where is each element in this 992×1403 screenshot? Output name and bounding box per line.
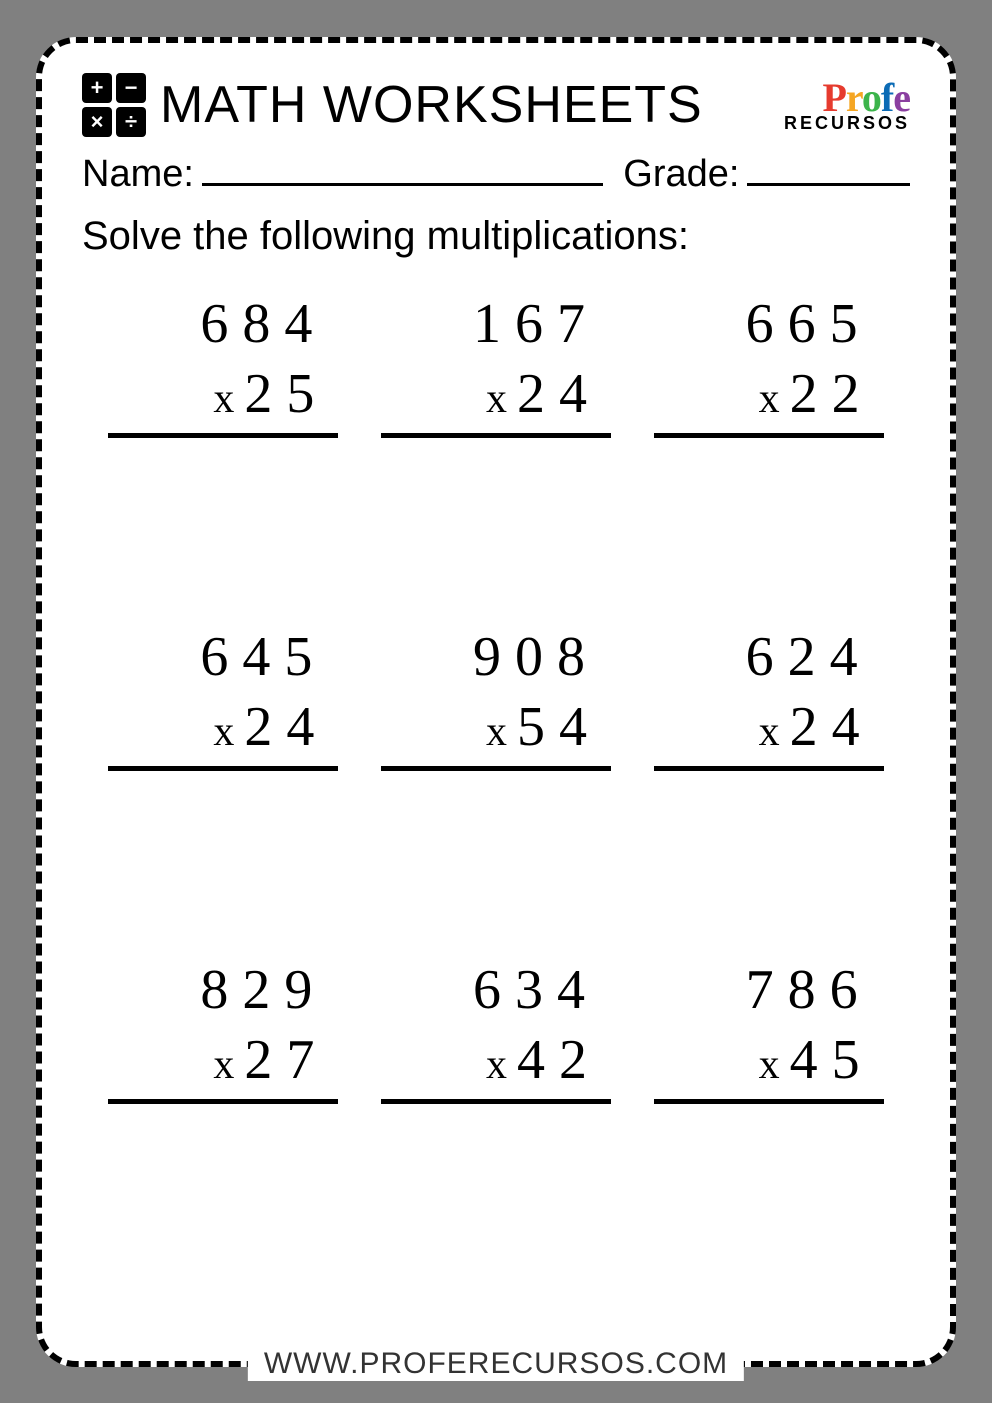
multiplicand: 665	[664, 289, 874, 359]
name-input-line[interactable]	[202, 154, 603, 186]
multiplier: 24	[790, 692, 874, 762]
name-field: Name:	[82, 153, 603, 196]
page-title: MATH WORKSHEETS	[160, 75, 703, 135]
times-sign: x	[213, 373, 234, 426]
problem-2: 167x24	[375, 289, 618, 582]
rule-line	[381, 1099, 611, 1104]
math-ops-icon: + − × ÷	[82, 73, 146, 137]
multiplier-row: x42	[391, 1025, 601, 1095]
multiplier-row: x22	[664, 359, 874, 429]
multiplicand: 167	[391, 289, 601, 359]
multiplier: 27	[244, 1025, 328, 1095]
problem-3: 665x22	[647, 289, 890, 582]
multiplier: 25	[244, 359, 328, 429]
rule-line	[108, 1099, 338, 1104]
multiplier: 42	[517, 1025, 601, 1095]
multiplicand: 829	[118, 955, 328, 1025]
times-sign: x	[213, 706, 234, 759]
multiplier: 22	[790, 359, 874, 429]
grade-input-line[interactable]	[747, 154, 910, 186]
multiplier: 24	[244, 692, 328, 762]
problem-9: 786x45	[647, 955, 890, 1248]
worksheet-sheet: + − × ÷ MATH WORKSHEETS Profe RECURSOS N…	[36, 37, 956, 1367]
footer-url: WWW.PROFERECURSOS.COM	[248, 1347, 744, 1381]
rule-line	[381, 766, 611, 771]
multiplicand: 634	[391, 955, 601, 1025]
fields-row: Name: Grade:	[82, 153, 910, 196]
multiplicand: 908	[391, 622, 601, 692]
multiplier-row: x24	[118, 692, 328, 762]
times-sign: x	[759, 706, 780, 759]
problem-5: 908x54	[375, 622, 618, 915]
times-sign: x	[486, 373, 507, 426]
grade-label: Grade:	[623, 153, 739, 196]
multiplier-row: x25	[118, 359, 328, 429]
multiplicand: 684	[118, 289, 328, 359]
multiplicand: 786	[664, 955, 874, 1025]
multiplier: 54	[517, 692, 601, 762]
title-block: + − × ÷ MATH WORKSHEETS	[82, 73, 703, 137]
problem-7: 829x27	[102, 955, 345, 1248]
grade-field: Grade:	[623, 153, 910, 196]
problem-8: 634x42	[375, 955, 618, 1248]
header-row: + − × ÷ MATH WORKSHEETS Profe RECURSOS	[82, 73, 910, 137]
multiplicand: 624	[664, 622, 874, 692]
name-label: Name:	[82, 153, 194, 196]
multiplier-row: x27	[118, 1025, 328, 1095]
multiplier-row: x54	[391, 692, 601, 762]
multiplier: 24	[517, 359, 601, 429]
multiplier-row: x45	[664, 1025, 874, 1095]
multiplicand: 645	[118, 622, 328, 692]
problem-6: 624x24	[647, 622, 890, 915]
problem-4: 645x24	[102, 622, 345, 915]
rule-line	[654, 766, 884, 771]
times-sign: x	[759, 373, 780, 426]
rule-line	[108, 433, 338, 438]
problem-1: 684x25	[102, 289, 345, 582]
times-sign: x	[213, 1039, 234, 1092]
logo-bottom: RECURSOS	[784, 114, 910, 132]
rule-line	[381, 433, 611, 438]
rule-line	[654, 1099, 884, 1104]
times-sign: x	[486, 1039, 507, 1092]
multiplier: 45	[790, 1025, 874, 1095]
logo-top: Profe	[784, 78, 910, 118]
problems-grid: 684x25167x24665x22645x24908x54624x24829x…	[82, 289, 910, 1249]
instruction-text: Solve the following multiplications:	[82, 214, 910, 259]
rule-line	[108, 766, 338, 771]
multiplier-row: x24	[664, 692, 874, 762]
multiplier-row: x24	[391, 359, 601, 429]
times-sign: x	[759, 1039, 780, 1092]
rule-line	[654, 433, 884, 438]
brand-logo: Profe RECURSOS	[784, 78, 910, 132]
times-sign: x	[486, 706, 507, 759]
